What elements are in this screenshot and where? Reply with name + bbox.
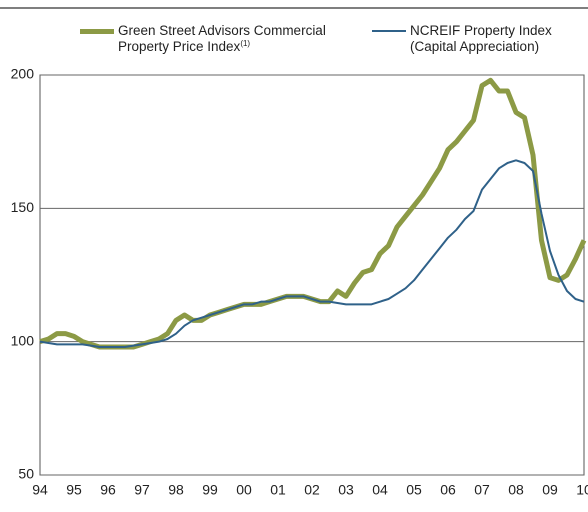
x-tick-label: 95 xyxy=(66,482,82,498)
legend-swatch xyxy=(372,30,406,32)
x-tick-label: 01 xyxy=(270,482,286,498)
series-line xyxy=(39,77,587,350)
x-tick-label: 97 xyxy=(134,482,150,498)
legend-footnote: (1) xyxy=(240,39,251,48)
plot-frame xyxy=(39,74,585,476)
x-tick-label: 07 xyxy=(474,482,490,498)
series-line xyxy=(39,159,585,348)
x-tick-label: 06 xyxy=(440,482,456,498)
x-tick-label: 05 xyxy=(406,482,422,498)
x-tick-label: 09 xyxy=(542,482,558,498)
x-tick-label: 00 xyxy=(236,482,252,498)
legend-entry: Green Street Advisors Commercial Propert… xyxy=(118,23,338,55)
x-tick-label: 03 xyxy=(338,482,354,498)
x-tick-label: 98 xyxy=(168,482,184,498)
x-tick-label: 96 xyxy=(100,482,116,498)
y-tick-label: 200 xyxy=(11,66,35,82)
y-tick-label: 50 xyxy=(18,466,34,482)
x-tick-label: 94 xyxy=(32,482,48,498)
legend-label: NCREIF Property Index (Capital Appreciat… xyxy=(410,23,552,54)
x-tick-label: 99 xyxy=(202,482,218,498)
legend-label: Green Street Advisors Commercial Propert… xyxy=(118,23,326,54)
y-tick-label: 100 xyxy=(11,332,35,348)
x-tick-label: 02 xyxy=(304,482,320,498)
legend-entry: NCREIF Property Index (Capital Appreciat… xyxy=(410,23,580,55)
x-tick-label: 10 xyxy=(576,482,588,498)
y-tick-label: 150 xyxy=(11,199,35,215)
x-tick-label: 08 xyxy=(508,482,524,498)
x-tick-label: 04 xyxy=(372,482,388,498)
legend-swatch xyxy=(80,29,114,34)
